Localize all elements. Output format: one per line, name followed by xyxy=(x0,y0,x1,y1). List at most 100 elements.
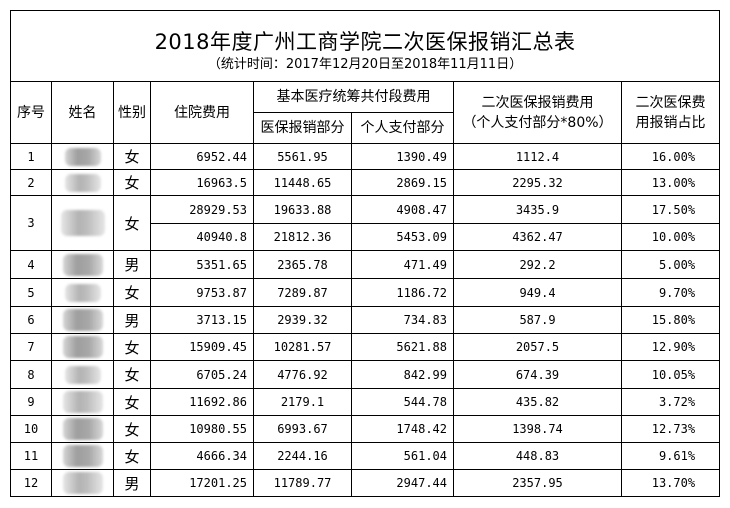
redaction-blur xyxy=(62,418,103,440)
row-personal-paid: 734.83 xyxy=(351,306,454,334)
row-gender: 男 xyxy=(113,306,151,334)
table-row: 7 女 15909.45 10281.57 5621.88 2057.5 12.… xyxy=(10,333,721,361)
row-index: 8 xyxy=(10,360,52,389)
table-row: 9 女 11692.86 2179.1 544.78 435.82 3.72% xyxy=(10,388,721,416)
header-ratio-line1: 二次医保费 xyxy=(635,94,706,111)
table-row: 1 女 6952.44 5561.95 1390.49 1112.4 16.00… xyxy=(10,143,721,170)
redacted-name xyxy=(51,469,114,497)
row-hospital-cost: 16963.5 xyxy=(150,169,254,196)
row-insurance-paid: 4776.92 xyxy=(253,360,352,389)
row-second-cost: 1112.4 xyxy=(453,143,622,170)
redaction-blur xyxy=(62,253,103,276)
header-gender: 性别 xyxy=(113,81,151,144)
redaction-blur xyxy=(60,210,105,236)
redaction-blur xyxy=(62,472,103,494)
row-index: 12 xyxy=(10,469,52,497)
redacted-name xyxy=(51,415,114,443)
row-gender: 女 xyxy=(113,333,151,361)
row-ratio: 10.00% xyxy=(620,223,721,251)
row-ratio: 9.70% xyxy=(620,278,721,307)
row-hospital-cost: 6705.24 xyxy=(150,360,254,389)
row-index: 9 xyxy=(10,388,52,416)
row-gender: 女 xyxy=(113,442,151,470)
header-second-cost-line1: 二次医保报销费用 xyxy=(481,94,594,111)
header-index: 序号 xyxy=(10,81,52,144)
table-row: 40940.8 21812.36 5453.09 4362.47 10.00% xyxy=(11,223,721,251)
row-personal-paid: 4908.47 xyxy=(351,195,454,224)
row-hospital-cost: 15909.45 xyxy=(150,333,254,361)
row-insurance-paid: 11448.65 xyxy=(253,169,352,196)
row-personal-paid: 1748.42 xyxy=(351,415,454,443)
row-personal-paid: 1390.49 xyxy=(351,143,454,170)
row-ratio: 5.00% xyxy=(620,250,721,279)
row-ratio: 17.50% xyxy=(620,195,721,224)
statistics-period: （统计时间：2017年12月20日至2018年11月11日） xyxy=(207,57,523,72)
redaction-blur xyxy=(64,365,101,384)
header-personal-paid: 个人支付部分 xyxy=(351,112,454,144)
redaction-blur xyxy=(62,445,103,467)
redaction-blur xyxy=(64,147,101,166)
row-personal-paid: 561.04 xyxy=(351,442,454,470)
row-second-cost: 4362.47 xyxy=(453,223,622,251)
row-index: 3 xyxy=(10,195,52,251)
header-basic-group: 基本医疗统筹共付段费用 xyxy=(253,81,454,113)
row-insurance-paid: 21812.36 xyxy=(253,223,352,251)
row-insurance-paid: 2244.16 xyxy=(253,442,352,470)
row-second-cost: 2295.32 xyxy=(453,169,622,196)
row-personal-paid: 544.78 xyxy=(351,388,454,416)
row-personal-paid: 2869.15 xyxy=(351,169,454,196)
row-hospital-cost: 17201.25 xyxy=(150,469,254,497)
row-hospital-cost: 28929.53 xyxy=(150,195,254,224)
row-ratio: 13.70% xyxy=(620,469,721,497)
row-index: 1 xyxy=(10,143,52,170)
table-row: 5 女 9753.87 7289.87 1186.72 949.4 9.70% xyxy=(10,278,721,307)
row-gender: 男 xyxy=(113,250,151,279)
row-second-cost: 292.2 xyxy=(453,250,622,279)
row-ratio: 12.73% xyxy=(620,415,721,443)
row-personal-paid: 1186.72 xyxy=(351,278,454,307)
row-second-cost: 1398.74 xyxy=(453,415,622,443)
row-gender: 男 xyxy=(113,469,151,497)
header-hospital-cost: 住院费用 xyxy=(150,81,254,144)
row-ratio: 12.90% xyxy=(620,333,721,361)
row-hospital-cost: 5351.65 xyxy=(150,250,254,279)
row-personal-paid: 5621.88 xyxy=(351,333,454,361)
redacted-name xyxy=(51,195,114,251)
row-ratio: 3.72% xyxy=(620,388,721,416)
row-second-cost: 448.83 xyxy=(453,442,622,470)
redaction-blur xyxy=(64,173,101,192)
header-second-cost: 二次医保报销费用 （个人支付部分*80%） xyxy=(453,81,622,144)
row-personal-paid: 471.49 xyxy=(351,250,454,279)
redacted-name xyxy=(51,250,114,279)
row-index: 11 xyxy=(10,442,52,470)
row-insurance-paid: 10281.57 xyxy=(253,333,352,361)
page-title: 2018年度广州工商学院二次医保报销汇总表 xyxy=(154,30,576,54)
redacted-name xyxy=(51,388,114,416)
row-second-cost: 435.82 xyxy=(453,388,622,416)
redaction-blur xyxy=(62,336,103,358)
row-index: 2 xyxy=(10,169,52,196)
row-second-cost: 3435.9 xyxy=(453,195,622,224)
row-insurance-paid: 2939.32 xyxy=(253,306,352,334)
row-ratio: 13.00% xyxy=(620,169,721,196)
table-row: 11 女 4666.34 2244.16 561.04 448.83 9.61% xyxy=(10,442,721,470)
redacted-name xyxy=(51,143,114,170)
row-hospital-cost: 9753.87 xyxy=(150,278,254,307)
row-gender: 女 xyxy=(113,415,151,443)
header-ratio: 二次医保费 用报销占比 xyxy=(620,81,721,144)
row-second-cost: 674.39 xyxy=(453,360,622,389)
redacted-name xyxy=(51,169,114,196)
header-name: 姓名 xyxy=(51,81,114,144)
row-hospital-cost: 11692.86 xyxy=(150,388,254,416)
table-row: 3 女 28929.53 19633.88 4908.47 3435.9 17.… xyxy=(10,195,721,251)
row-index: 6 xyxy=(10,306,52,334)
row-hospital-cost: 40940.8 xyxy=(150,223,254,251)
row-second-cost: 949.4 xyxy=(453,278,622,307)
row-second-cost: 2357.95 xyxy=(453,469,622,497)
summary-sheet: 2018年度广州工商学院二次医保报销汇总表 （统计时间：2017年12月20日至… xyxy=(9,10,721,498)
row-ratio: 15.80% xyxy=(620,306,721,334)
redaction-blur xyxy=(64,283,101,302)
row-ratio: 10.05% xyxy=(620,360,721,389)
table-row: 4 男 5351.65 2365.78 471.49 292.2 5.00% xyxy=(10,250,721,279)
redacted-name xyxy=(51,333,114,361)
